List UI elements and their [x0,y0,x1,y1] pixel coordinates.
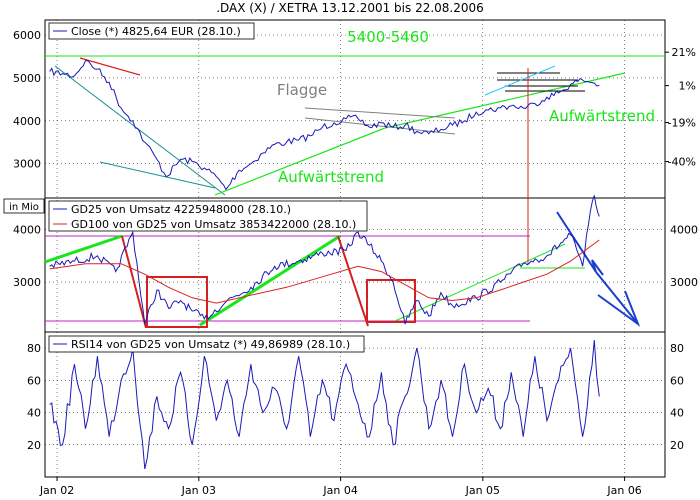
rsi-y-right-tick-label: 80 [670,342,684,355]
x-tick-label: Jan 02 [39,484,74,497]
x-tick-label: Jan 04 [322,484,357,497]
volume-axis-label-box: in Mio [3,198,45,214]
price-y-right-tick-label: 1% [679,80,696,93]
volume-legend-gd25: GD25 von Umsatz 4225948000 (28.10.) [71,203,291,216]
series-layer [49,60,600,470]
downtrend-line-red [79,57,141,76]
volume-y-tick-label: 3000 [13,276,41,289]
price-y-right-tick-label: -40% [668,156,696,169]
close-series-line [49,60,600,191]
flag-lower-line [304,117,456,135]
x-tick-label: Jan 05 [465,484,500,497]
annotation-uptrend-left: Aufwärtstrend [278,168,384,186]
channel-line-cyan [484,65,556,96]
volume-y-right-tick-label: 3000 [670,276,698,289]
rsi-y-tick-label: 40 [27,407,41,420]
rsi-y-tick-label: 60 [27,374,41,387]
chart-title: .DAX (X) / XETRA 13.12.2001 bis 22.08.20… [216,1,484,15]
price-panel-frame [44,19,666,199]
annotation-layer [44,55,665,329]
price-y-right-tick-label: -19% [668,117,696,130]
price-y-tick-label: 3000 [13,158,41,171]
rsi-legend: RSI14 von GD25 von Umsatz (*) 49,86989 (… [48,335,365,353]
volume-y-tick-label: 4000 [13,224,41,237]
x-tick-label: Jan 03 [181,484,216,497]
annotation-uptrend-right: Aufwärtstrend [549,107,655,125]
flag-upper-line [304,107,456,119]
downtrend-channel-upper [54,65,226,196]
volume-uptrend-thick-2 [199,234,341,327]
rsi-y-tick-label: 20 [27,439,41,452]
grid-layer [45,20,669,481]
price-y-tick-label: 4000 [13,115,41,128]
volume-axis-label: in Mio [9,202,39,213]
gd25-series-line [49,195,600,325]
rsi-series-line [49,340,600,470]
price-y-right-tick-label: 21% [672,46,696,59]
volume-uptrend-thick-1 [44,234,123,264]
volume-y-right-tick-label: 4000 [670,224,698,237]
rsi-legend-label: RSI14 von GD25 von Umsatz (*) 49,86989 (… [71,338,350,351]
forecast-arrow-shaft [595,271,639,325]
volume-legend: GD25 von Umsatz 4225948000 (28.10.) GD10… [48,200,368,232]
price-legend: Close (*) 4825,64 EUR (28.10.) [48,22,255,40]
price-y-tick-label: 6000 [13,29,41,42]
annotation-flagge: Flagge [277,81,327,99]
rsi-y-right-tick-label: 40 [670,407,684,420]
rsi-y-right-tick-label: 20 [670,439,684,452]
price-y-tick-label: 5000 [13,72,41,85]
volume-legend-gd100: GD100 von GD25 von Umsatz 3853422000 (28… [71,218,356,231]
volume-drop-line-1 [121,235,147,329]
rsi-y-tick-label: 80 [27,342,41,355]
volume-uptrend-thin [394,243,566,322]
forecast-arrow-upper [556,211,604,276]
price-legend-label: Close (*) 4825,64 EUR (28.10.) [71,25,241,38]
gd100-series-line [49,239,600,304]
volume-drop-line-2 [337,235,369,327]
downtrend-channel-lower [99,161,216,189]
label-layer: Jan 02 Jan 03 Jan 04 Jan 05 Jan 06 6000 5000 40… [13,29,698,497]
annotation-resistance: 5400-5460 [347,28,429,46]
uptrend-line-left [214,127,386,196]
x-tick-label: Jan 06 [606,484,641,497]
volume-box-2002 [146,276,208,328]
rsi-y-right-tick-label: 60 [670,374,684,387]
